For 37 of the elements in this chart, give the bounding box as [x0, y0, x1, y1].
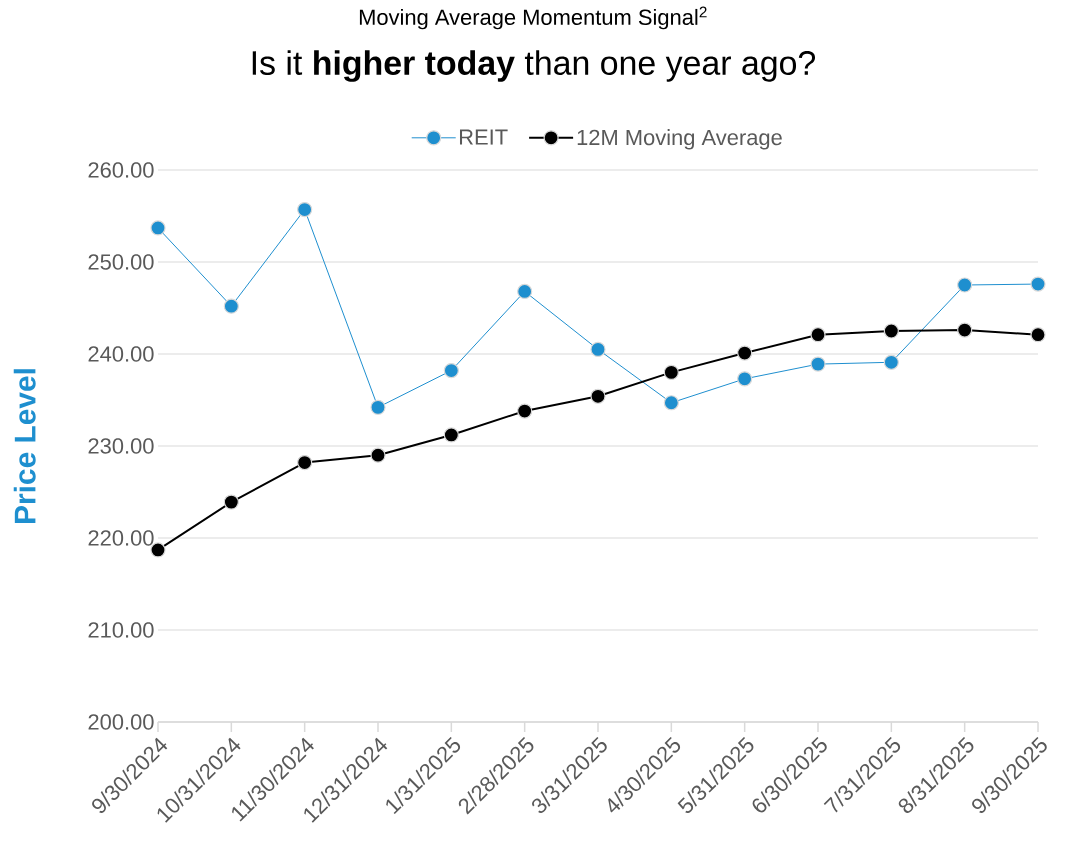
point — [810, 356, 826, 372]
point — [150, 220, 166, 236]
point — [957, 322, 973, 338]
legend-label: 12M Moving Average — [577, 129, 782, 150]
y-axis-title: Price Level — [13, 369, 36, 523]
point — [223, 298, 239, 314]
point — [370, 447, 386, 463]
point — [297, 454, 313, 471]
y-tick-label: 260.00 — [88, 162, 154, 178]
chart-title: Moving Average Momentum Signal$^{2}$ — [359, 6, 707, 30]
point — [370, 399, 386, 415]
point — [590, 341, 606, 357]
chart-subtitle: Is it higher today than one year ago? — [252, 50, 816, 82]
point — [590, 388, 606, 404]
point — [443, 427, 459, 443]
y-tick-label: 240.00 — [88, 346, 154, 362]
y-tick-label: 230.00 — [88, 438, 154, 454]
point — [517, 283, 533, 300]
point — [883, 323, 899, 339]
y-tick-label: 210.00 — [88, 622, 154, 638]
point — [663, 395, 679, 411]
point — [517, 403, 533, 419]
point — [810, 327, 826, 343]
point — [663, 364, 679, 380]
point — [737, 345, 753, 361]
y-tick-label: 250.00 — [88, 254, 154, 270]
point — [1030, 327, 1046, 343]
y-tick-label: 220.00 — [88, 530, 154, 546]
point — [1030, 276, 1046, 292]
point — [297, 201, 313, 218]
point — [957, 277, 973, 293]
legend-label: REIT — [459, 129, 508, 145]
point — [223, 494, 239, 510]
y-tick-label: 200.00 — [88, 714, 154, 730]
point — [883, 354, 899, 370]
point — [443, 362, 459, 379]
point — [737, 371, 753, 387]
